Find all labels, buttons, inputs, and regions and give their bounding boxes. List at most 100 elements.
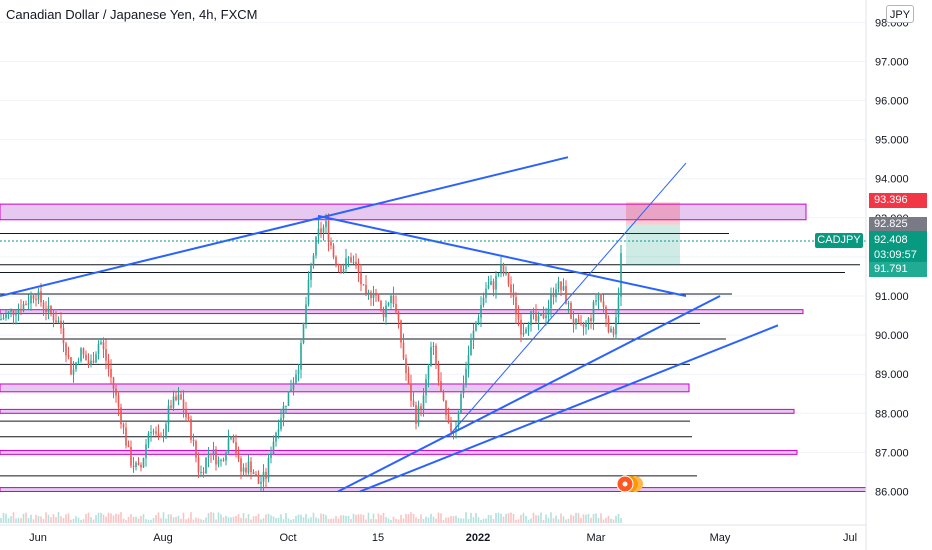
candle-body <box>285 405 287 407</box>
volume-bar <box>505 513 507 523</box>
candle-body <box>617 296 620 318</box>
volume-bar <box>522 512 525 523</box>
currency-button[interactable]: JPY <box>886 5 914 23</box>
candle-body <box>37 291 40 300</box>
volume-bar <box>332 518 335 523</box>
candle-body <box>177 394 180 401</box>
candle-body <box>0 318 2 320</box>
candle-body <box>462 384 465 394</box>
trendline <box>0 156 569 297</box>
candle-body <box>290 389 292 392</box>
volume-bar <box>212 512 215 523</box>
volume-bar <box>530 518 532 523</box>
volume-bar <box>255 516 257 523</box>
volume-bar <box>467 519 470 523</box>
candle-body <box>7 311 10 315</box>
candle-body <box>65 343 67 356</box>
candle-body <box>387 303 390 306</box>
volume-bar <box>547 517 550 523</box>
candle-body <box>55 320 57 323</box>
volume-bar <box>590 517 592 523</box>
candle-body <box>517 314 520 320</box>
trendlines[interactable] <box>0 156 779 493</box>
long-position-tool[interactable] <box>626 202 680 266</box>
volume-bar <box>137 518 140 523</box>
volume-bar <box>490 515 492 523</box>
candle-body <box>35 298 37 300</box>
volume-bar <box>600 513 602 523</box>
candle-body <box>147 433 150 445</box>
candle-body <box>530 311 532 326</box>
candle-body <box>392 295 395 304</box>
volume-bar <box>300 514 302 523</box>
volume-bar <box>232 516 235 523</box>
volume-bar <box>520 514 522 523</box>
volume-bar <box>500 513 502 523</box>
volume-bar <box>607 515 610 523</box>
volume-bar <box>132 516 135 523</box>
volume-bar <box>172 517 175 523</box>
volume-bar <box>575 512 577 523</box>
volume-bar <box>342 515 345 523</box>
volume-bar <box>620 518 622 523</box>
candle-body <box>242 467 245 472</box>
candle-body <box>27 303 30 305</box>
candle-body <box>292 382 295 390</box>
volume-bar <box>150 519 152 523</box>
volume-bar <box>222 517 225 523</box>
target-price-tag: 92.825 <box>869 217 927 232</box>
event-marker-icon[interactable] <box>616 475 643 493</box>
candle-body <box>77 361 80 363</box>
candle-body <box>17 308 20 315</box>
volume-bar <box>202 519 205 523</box>
volume-bar <box>215 519 217 523</box>
bar-countdown: 03:09:57 <box>874 249 917 261</box>
volume-bar <box>290 519 292 523</box>
candle-body <box>367 292 370 294</box>
candle-body <box>420 406 422 410</box>
candle-body <box>345 258 347 269</box>
volume-bar <box>427 517 430 523</box>
volume-bar <box>377 513 380 523</box>
candle-body <box>417 406 420 424</box>
candle-body <box>225 452 227 461</box>
candle-body <box>320 228 322 233</box>
price-tick-label: 90.000 <box>875 330 909 342</box>
candle-body <box>237 453 240 459</box>
volume-bar <box>425 516 427 523</box>
candle-body <box>327 221 330 242</box>
candle-body <box>410 383 412 401</box>
candle-body <box>432 345 435 347</box>
volume-bar <box>577 513 580 523</box>
candle-body <box>20 308 22 311</box>
volume-bar <box>560 513 562 523</box>
volume-bar <box>12 512 15 523</box>
candle-body <box>382 309 385 318</box>
zone-rect <box>0 203 807 221</box>
candle-body <box>257 475 260 484</box>
price-tick-label: 89.000 <box>875 369 909 381</box>
candle-body <box>240 458 242 472</box>
volume-bar <box>72 518 75 523</box>
volume-bar <box>195 517 197 523</box>
volume-bar <box>32 519 35 523</box>
supply-demand-zones <box>0 203 867 492</box>
volume-bar <box>347 515 350 523</box>
candle-body <box>605 306 607 319</box>
volume-bar <box>322 513 325 523</box>
volume-bar <box>242 513 245 523</box>
candle-body <box>497 273 500 276</box>
volume-bar <box>572 515 575 523</box>
current-price-value: 92.408 <box>874 234 908 246</box>
time-axis[interactable]: Jun Aug Oct 15 2022 Mar May Jul <box>29 532 857 544</box>
volume-bar <box>585 514 587 523</box>
volume-bar <box>537 515 540 523</box>
candle-body <box>560 281 562 291</box>
candle-body <box>80 348 82 362</box>
volume-bar <box>135 516 137 523</box>
volume-bar <box>177 515 180 523</box>
volume-bar <box>330 518 332 523</box>
volume-bar <box>362 514 365 523</box>
volume-bar <box>472 517 475 523</box>
